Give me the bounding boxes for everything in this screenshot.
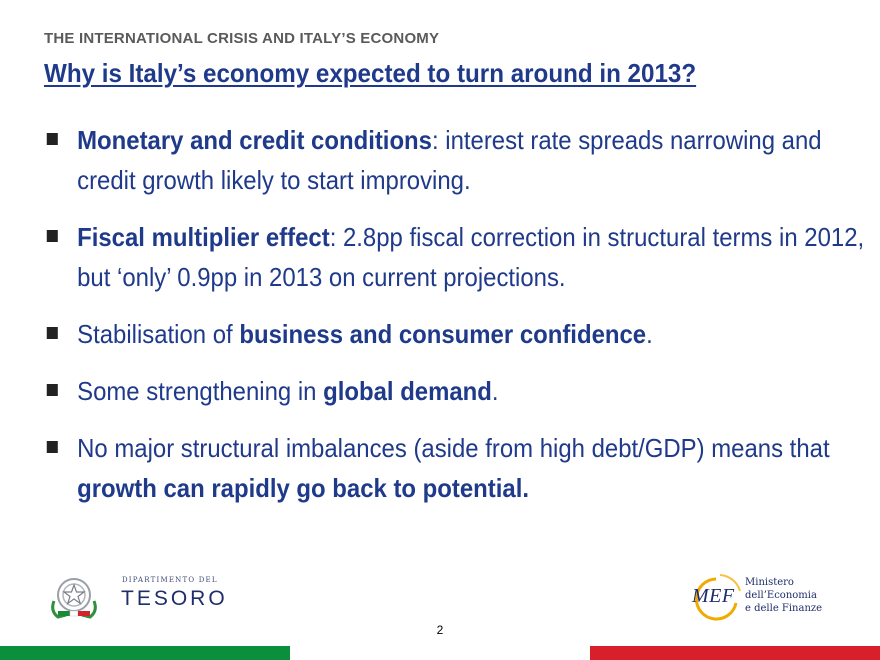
bullet-square-icon <box>46 441 58 453</box>
bullet-text: No major structural imbalances (aside fr… <box>77 433 830 463</box>
tesoro-label: TESORO <box>121 587 228 610</box>
bullet-text: Stabilisation of <box>77 319 240 349</box>
italian-flag-bar <box>0 646 880 660</box>
tesoro-dipartimento-label: Dipartimento del <box>122 576 218 584</box>
bullet-text: : interest rate spreads narrowing and cr… <box>77 125 822 195</box>
bullet-square-icon <box>46 384 58 396</box>
mef-logo: MEF Ministero dell’Economia e delle Fina… <box>690 573 840 623</box>
flag-red-stripe <box>590 646 880 660</box>
slide-title: Why is Italy’s economy expected to turn … <box>44 58 697 88</box>
bullet-bold-lead: Fiscal multiplier effect <box>77 222 330 252</box>
bullet-monetary: Monetary and credit conditions: interest… <box>44 120 868 200</box>
bullet-global-demand: Some strengthening in global demand. <box>44 371 868 411</box>
flag-white-stripe <box>290 646 590 660</box>
bullet-square-icon <box>46 327 58 339</box>
bullet-confidence: Stabilisation of business and consumer c… <box>44 314 868 354</box>
mef-line-1: Ministero <box>745 577 794 588</box>
bullet-bold: growth can rapidly go back to potential. <box>77 473 529 503</box>
mef-line-3: e delle Finanze <box>745 603 823 614</box>
bullet-text: . <box>491 376 499 406</box>
bullet-bold-lead: Monetary and credit conditions <box>77 125 432 155</box>
bullet-imbalances: No major structural imbalances (aside fr… <box>44 428 868 508</box>
mef-name: Ministero dell’Economia e delle Finanze <box>745 576 822 615</box>
mef-acronym: MEF <box>692 585 735 607</box>
italian-republic-emblem-icon <box>51 578 97 619</box>
bullet-bold: global demand <box>323 376 492 406</box>
flag-green-stripe <box>0 646 290 660</box>
mef-swirl-icon <box>694 574 741 621</box>
bullet-text: Some strengthening in <box>77 376 324 406</box>
bullet-square-icon <box>46 133 58 145</box>
page-number: 2 <box>436 623 444 637</box>
section-title: THE INTERNATIONAL CRISIS AND ITALY’S ECO… <box>44 30 440 47</box>
bullet-list: Monetary and credit conditions: interest… <box>44 120 864 525</box>
bullet-text: : 2.8pp fiscal correction in structural … <box>77 222 865 292</box>
bullet-bold: business and consumer confidence <box>239 319 647 349</box>
tesoro-logo: Dipartimento del TESORO <box>44 571 244 621</box>
bullet-square-icon <box>46 230 58 242</box>
bullet-text: . <box>646 319 653 349</box>
mef-line-2: dell’Economia <box>745 590 817 601</box>
bullet-fiscal: Fiscal multiplier effect: 2.8pp fiscal c… <box>44 217 868 297</box>
